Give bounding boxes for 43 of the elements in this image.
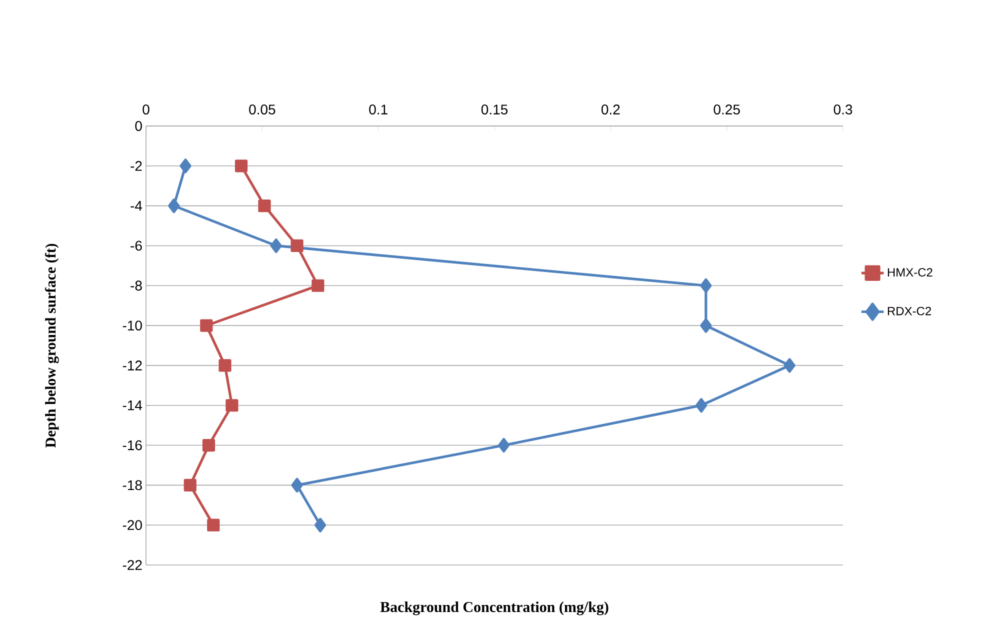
- y-tick-label: -12: [122, 360, 142, 370]
- x-tick-label: 0.25: [714, 104, 740, 114]
- point: [226, 399, 238, 412]
- x-tick-label: 0: [142, 104, 150, 114]
- point: [498, 438, 510, 453]
- point: [200, 319, 213, 332]
- point: [258, 200, 271, 212]
- point: [234, 160, 248, 172]
- point: [784, 358, 796, 373]
- y-tick-label: -22: [122, 560, 142, 570]
- y-tick-label: -14: [122, 400, 142, 410]
- point: [207, 518, 220, 532]
- x-tick-label: 0.3: [834, 104, 852, 114]
- point: [290, 239, 304, 252]
- y-tick-label: -18: [122, 480, 142, 490]
- y-tick-label: -2: [130, 161, 142, 171]
- point: [700, 318, 712, 333]
- point: [180, 158, 192, 174]
- x-tick-label: 0.05: [249, 104, 276, 114]
- point: [168, 198, 180, 214]
- x-tick-label: 0.2: [601, 104, 620, 114]
- y-tick-label: -16: [122, 440, 142, 450]
- y-tick-label: -10: [122, 320, 142, 331]
- point: [695, 398, 708, 413]
- point: [700, 278, 712, 293]
- y-axis-title: Depth below ground surface (ft): [44, 244, 59, 448]
- point: [312, 279, 324, 292]
- point: [218, 359, 232, 372]
- y-tick-label: -6: [130, 240, 142, 251]
- legend-label: HMX-C2: [888, 268, 932, 277]
- point: [270, 238, 282, 254]
- point: [184, 478, 196, 492]
- x-tick-label: 0.1: [369, 104, 388, 114]
- point: [291, 478, 303, 492]
- x-axis-title: Background Concentration (mg/kg): [380, 602, 608, 616]
- y-tick-label: 0: [135, 121, 142, 131]
- y-tick-label: -4: [130, 201, 142, 211]
- point: [202, 438, 216, 452]
- x-tick-label: 0.15: [481, 104, 508, 114]
- y-tick-label: -20: [122, 520, 142, 530]
- legend-label: RDX-C2: [888, 306, 932, 316]
- point: [314, 518, 326, 532]
- y-tick-label: -8: [130, 280, 142, 291]
